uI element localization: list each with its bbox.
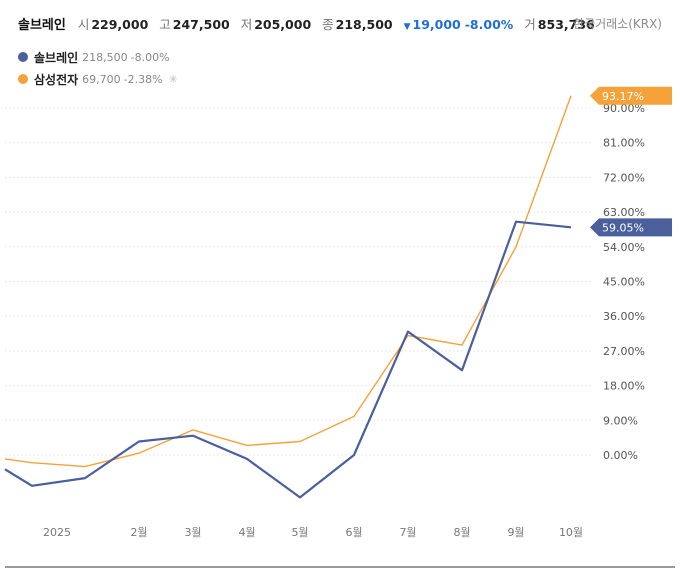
- x-tick-label: 9월: [507, 526, 524, 539]
- x-tick-label: 10월: [559, 526, 583, 539]
- change-percent: -8.00%: [464, 17, 514, 32]
- legend-dot: [18, 74, 28, 84]
- legend-name: 솔브레인: [34, 50, 79, 65]
- remove-compare-icon[interactable]: ✳: [168, 72, 178, 86]
- x-tick-label: 2월: [130, 526, 147, 539]
- legend-meta: 69,700 -2.38%: [82, 73, 162, 86]
- legend-dot: [18, 52, 28, 62]
- x-tick-label: 7월: [399, 526, 416, 539]
- legend-item-samsung[interactable]: 삼성전자 69,700 -2.38% ✳: [18, 68, 178, 90]
- y-tick-label: 9.00%: [603, 414, 638, 427]
- y-tick-label: 45.00%: [603, 276, 645, 289]
- y-tick-label: 72.00%: [603, 171, 645, 184]
- last-value-tag-solbrain: [590, 218, 672, 237]
- close-value: 218,500: [335, 17, 393, 32]
- last-value-label: 59.05%: [602, 221, 644, 234]
- volume-label: 거: [524, 17, 536, 32]
- open-value: 229,000: [91, 17, 149, 32]
- y-tick-label: 18.00%: [603, 380, 645, 393]
- series-line-samsung: [4, 95, 572, 468]
- last-value-label: 93.17%: [602, 90, 644, 103]
- y-tick-label: 0.00%: [603, 449, 638, 462]
- y-tick-label: 36.00%: [603, 310, 645, 323]
- x-tick-label: 4월: [238, 526, 255, 539]
- legend-name: 삼성전자: [34, 72, 79, 87]
- stock-summary-header: 솔브레인 시 229,000 고 247,500 저 205,000 종 218,500…: [18, 14, 602, 33]
- close-label: 종: [322, 17, 334, 32]
- legend-change: -8.00%: [130, 50, 170, 64]
- legend-meta: 218,500 -8.00%: [82, 51, 169, 64]
- legend: 솔브레인 218,500 -8.00% 삼성전자 69,700 -2.38% ✳: [18, 46, 178, 90]
- low-label: 저: [240, 17, 253, 32]
- down-arrow-icon: ▼: [403, 22, 411, 32]
- x-tick-label: 8월: [453, 526, 470, 539]
- x-tick-label: 2025: [43, 526, 71, 539]
- y-tick-label: 63.00%: [603, 206, 645, 219]
- legend-price: 69,700: [82, 72, 121, 86]
- series-line-solbrain: [4, 220, 572, 499]
- exchange-label: 한국거래소(KRX): [573, 17, 662, 31]
- y-tick-label: 81.00%: [603, 137, 645, 150]
- volume-value: 853,736: [537, 17, 595, 32]
- y-tick-label: 54.00%: [603, 241, 645, 254]
- legend-change: -2.38%: [123, 72, 163, 86]
- y-tick-label: 27.00%: [603, 345, 645, 358]
- last-value-tag-samsung: [590, 86, 672, 105]
- x-tick-label: 6월: [345, 526, 362, 539]
- high-label: 고: [159, 17, 171, 32]
- y-tick-label: 90.00%: [603, 102, 645, 115]
- x-tick-label: 3월: [184, 526, 201, 539]
- high-value: 247,500: [172, 17, 230, 32]
- x-tick-label: 5월: [291, 526, 308, 539]
- legend-price: 218,500: [82, 50, 128, 64]
- low-value: 205,000: [254, 17, 312, 32]
- legend-item-solbrain[interactable]: 솔브레인 218,500 -8.00%: [18, 46, 178, 68]
- change-value: 19,000: [412, 17, 461, 32]
- open-label: 시: [77, 17, 90, 32]
- stock-name: 솔브레인: [18, 18, 66, 33]
